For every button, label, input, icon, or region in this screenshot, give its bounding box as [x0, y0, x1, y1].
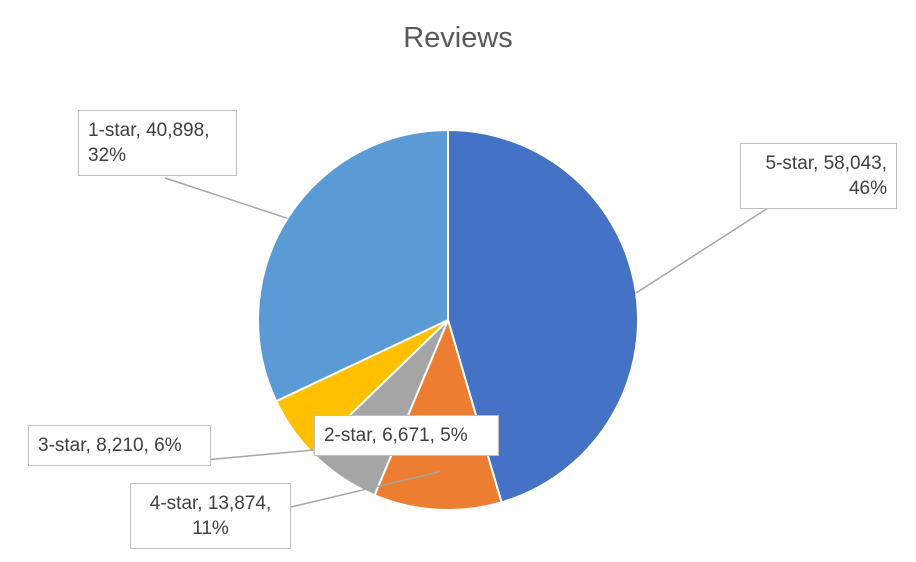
pie-slice	[373, 317, 503, 511]
pie-slice	[257, 128, 449, 403]
data-label: 4-star, 13,874, 11%	[130, 483, 291, 549]
leader-line	[164, 177, 288, 220]
data-label: 5-star, 58,043, 46%	[740, 143, 897, 209]
leader-line	[290, 471, 440, 508]
data-label: 3-star, 8,210, 6%	[28, 425, 211, 466]
chart-title: Reviews	[403, 22, 513, 54]
leader-line	[635, 207, 769, 294]
data-label: 1-star, 40,898, 32%	[78, 110, 237, 176]
data-label: 2-star, 6,671, 5%	[314, 415, 499, 456]
